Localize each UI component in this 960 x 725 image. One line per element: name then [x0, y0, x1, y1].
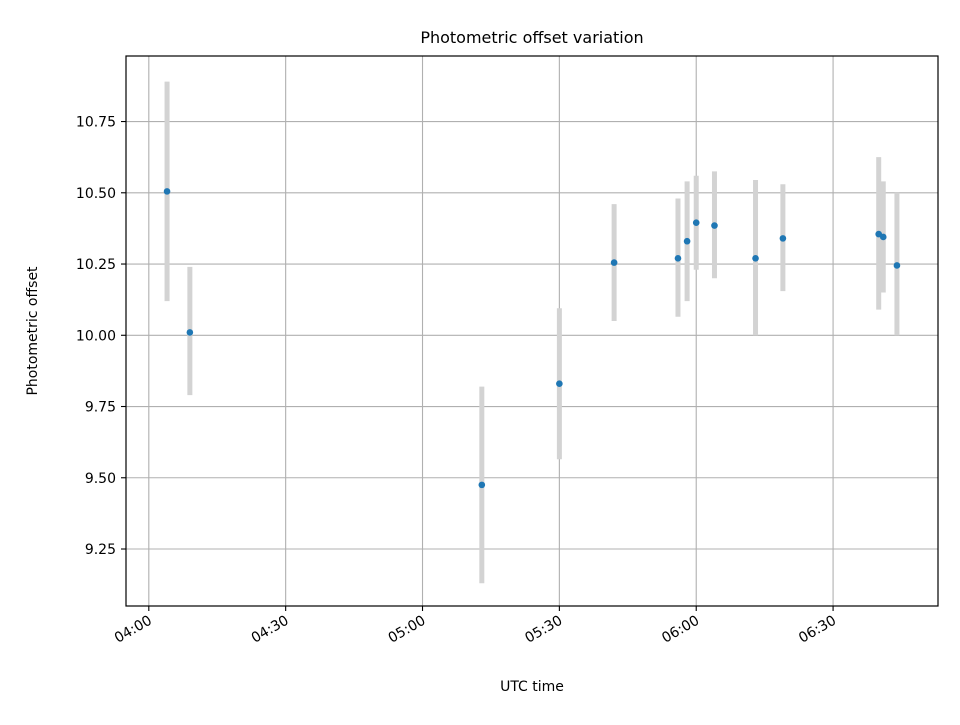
y-tick-label: 9.75 — [85, 400, 116, 416]
chart-title: Photometric offset variation — [420, 28, 643, 47]
y-tick-label: 10.75 — [76, 115, 116, 131]
grid — [126, 56, 938, 606]
data-point — [674, 255, 682, 262]
plot-frame — [125, 55, 939, 607]
y-tick-label: 9.50 — [85, 471, 116, 487]
y-axis-label: Photometric offset — [25, 266, 41, 396]
data-point — [893, 262, 901, 269]
y-tick-label: 10.25 — [76, 257, 116, 273]
data-point — [683, 237, 691, 245]
data-point — [556, 380, 563, 388]
data-point — [478, 481, 486, 489]
y-tick-label: 10.50 — [76, 186, 116, 202]
y-tick-label: 9.25 — [85, 542, 116, 558]
data-point — [610, 259, 618, 266]
x-axis-label: UTC time — [500, 679, 564, 695]
data-point — [711, 222, 718, 229]
data-point — [186, 329, 194, 336]
data-point — [752, 255, 759, 262]
data-point — [692, 219, 700, 227]
data-points — [163, 188, 901, 489]
data-point — [779, 235, 787, 242]
data-point — [879, 233, 887, 241]
y-tick-label: 10.00 — [76, 328, 116, 344]
data-point — [163, 188, 171, 195]
